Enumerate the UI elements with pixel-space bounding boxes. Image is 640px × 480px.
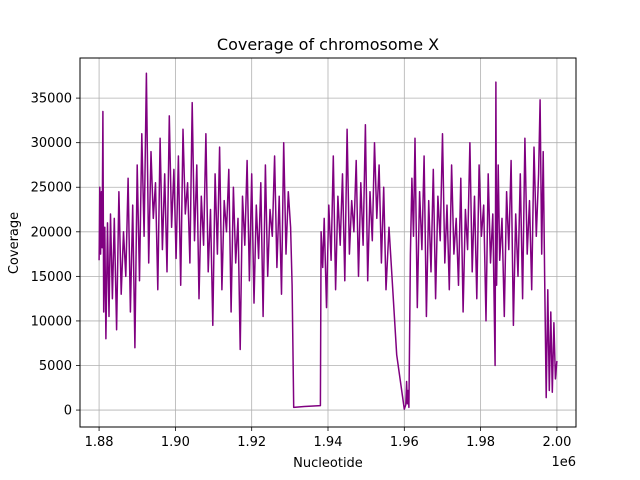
series-line-coverage [98, 72, 558, 410]
y-tick-label: 25000 [31, 181, 72, 196]
y-tick-label: 30000 [31, 136, 72, 151]
y-tick-label: 5000 [39, 359, 72, 374]
y-tick-label: 15000 [31, 270, 72, 285]
y-tick-label: 0 [64, 404, 72, 419]
x-tick-label: 1.98 [466, 435, 495, 450]
y-axis-label: Coverage [7, 212, 22, 274]
x-tick-label: 1.92 [237, 435, 266, 450]
y-tick-label: 10000 [31, 314, 72, 329]
y-tick-label: 35000 [31, 92, 72, 107]
x-tick-label: 1.90 [161, 435, 190, 450]
x-axis-offset-label: 1e6 [551, 455, 576, 470]
y-axis-ticks: 0 5000 10000 15000 20000 25000 30000 35000 [31, 92, 80, 419]
x-tick-label: 1.96 [390, 435, 419, 450]
y-tick-label: 20000 [31, 225, 72, 240]
x-tick-label: 2.00 [542, 435, 571, 450]
x-axis-label: Nucleotide [293, 456, 363, 471]
x-tick-label: 1.88 [85, 435, 114, 450]
x-tick-label: 1.94 [314, 435, 343, 450]
chart-title: Coverage of chromosome X [217, 35, 439, 54]
series-layer [98, 72, 558, 410]
x-axis-ticks: 1.88 1.90 1.92 1.94 1.96 1.98 2.00 [85, 427, 571, 450]
